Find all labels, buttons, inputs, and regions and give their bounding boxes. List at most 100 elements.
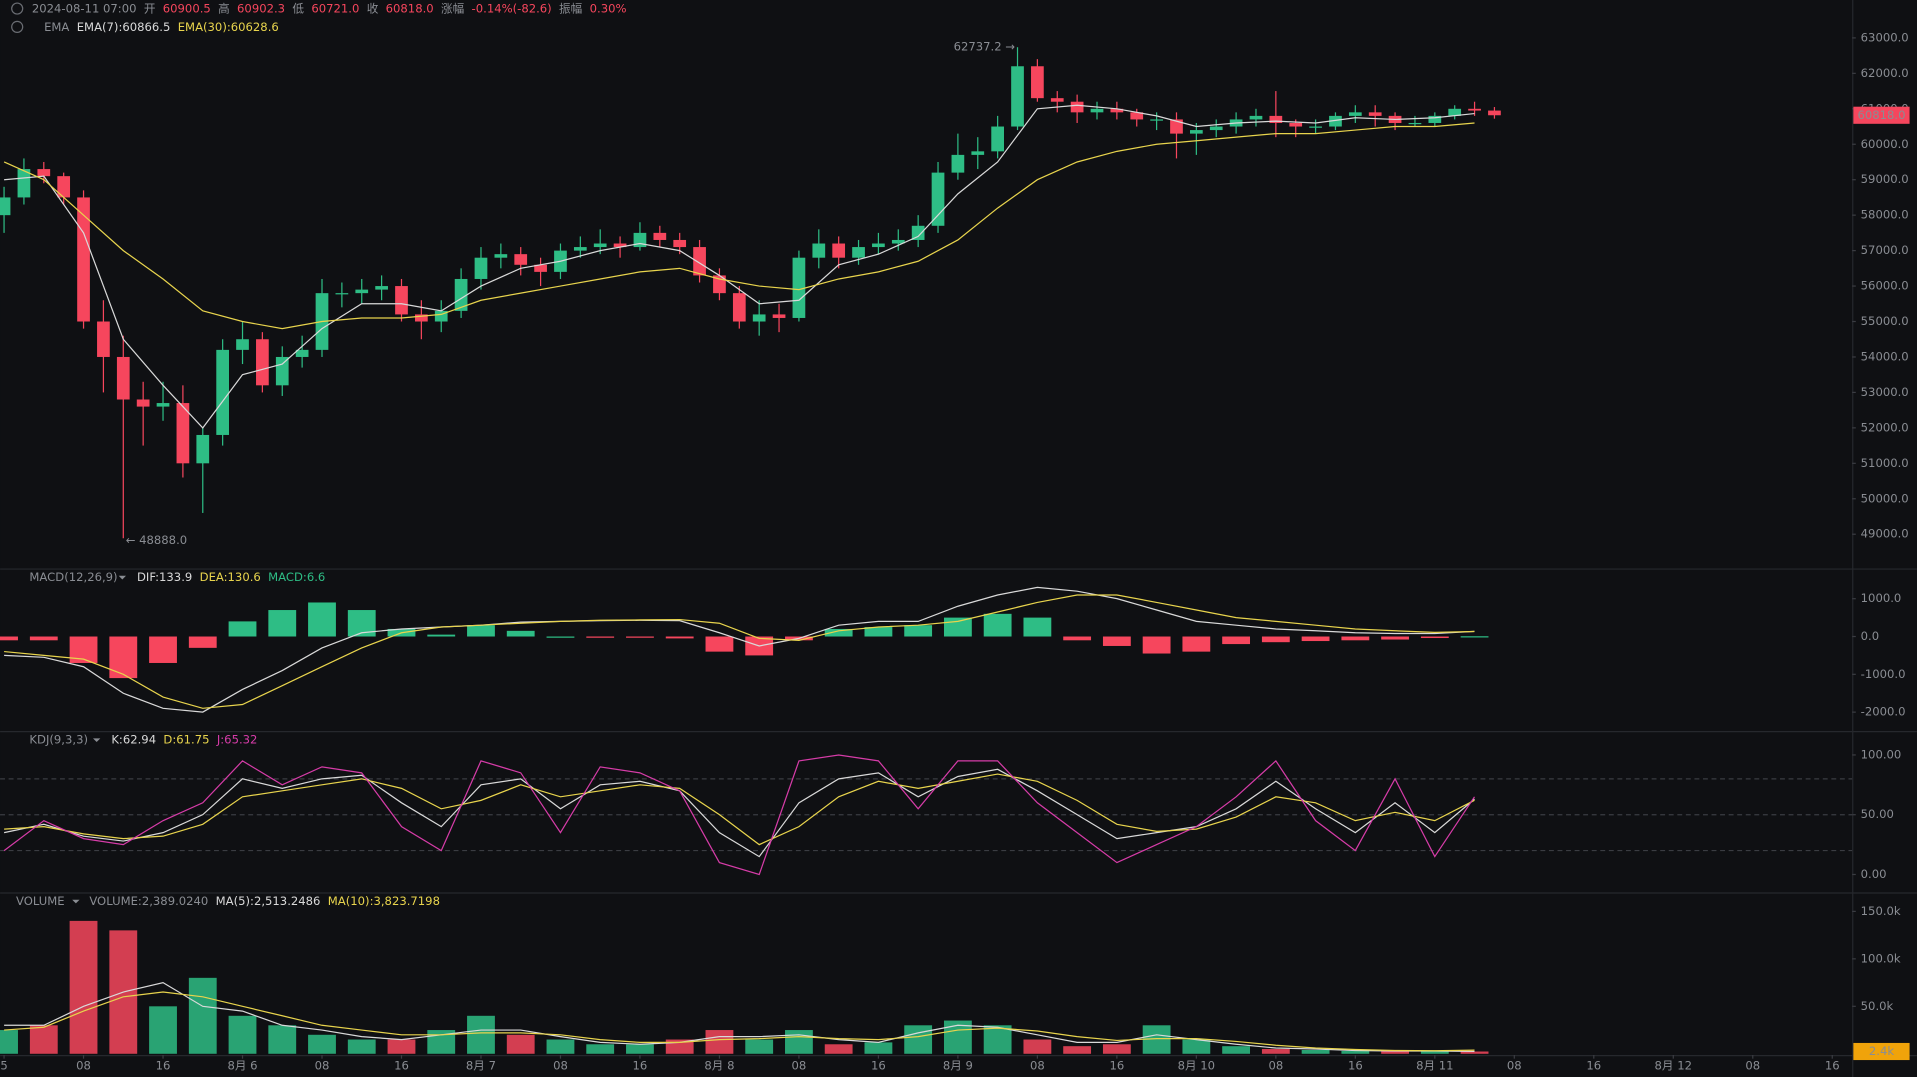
dropdown-icon[interactable] [72,899,80,904]
legend-entry: MA(10):3,823.7198 [328,893,440,907]
candle-body [116,356,130,400]
x-tick-label: 16 [633,1058,648,1072]
macd-bar [1301,636,1330,642]
y-tick-label: 49000.0 [1861,527,1909,541]
x-tick-label: 16 [394,1058,409,1072]
macd-bar [506,630,535,637]
candle-body [1428,115,1442,123]
macd-bar [188,636,217,648]
candle-body [1209,126,1223,131]
macd-bar [586,636,615,638]
legend-entry: 涨幅 [441,1,465,15]
volume-bar [228,1015,257,1054]
candle-body [1070,101,1084,113]
legend-entry: 开 [144,1,156,15]
x-tick-label: 16 [1109,1058,1124,1072]
legend-row: VOLUME [16,893,65,907]
dropdown-icon[interactable] [92,738,101,743]
candle-body [355,289,369,294]
candle-body [1269,115,1283,123]
candle-body [454,278,468,311]
candle-body [156,403,170,407]
y-tick-label: 52000.0 [1861,420,1909,434]
volume-bar [506,1034,535,1054]
legend-entry: DEA:130.6 [200,570,261,584]
macd-bar [467,625,495,637]
x-tick-label: 8月 8 [704,1058,734,1072]
candle-body [236,339,249,350]
collapse-icon[interactable] [11,20,24,34]
candle-body [573,247,587,251]
x-tick-label: 8月 11 [1416,1058,1453,1072]
x-tick-label: 8月 10 [1178,1058,1215,1072]
candle-body [534,264,547,272]
candle-body [891,239,905,244]
x-tick-label: 8月 12 [1655,1058,1692,1072]
y-tick-label: 150.0k [1861,904,1901,918]
candle-body [1050,98,1064,102]
candle-body [1348,112,1362,116]
macd-bar [546,636,575,638]
legend-row: EMA EMA(7):60866.5 EMA(30):60628.6 [44,19,279,33]
indicator-line [4,773,1475,846]
candle-body [812,243,826,258]
legend-entry: EMA(30):60628.6 [178,19,279,33]
candle-body [176,403,190,464]
macd-bar [904,625,933,637]
x-tick-label: 08 [1507,1058,1522,1072]
candle-body [772,314,786,318]
volume-bar [904,1025,933,1054]
macd-bar [1222,636,1251,645]
candle-body [335,293,349,295]
candle-body [1150,119,1163,121]
candle-body [57,176,71,198]
x-tick-label: 08 [1030,1058,1045,1072]
y-tick-label: 100.00 [1861,747,1902,761]
macd-bar [268,610,297,637]
volume-bar [467,1015,495,1054]
candle-body [872,243,885,248]
legend-row: DIF:133.9 DEA:130.6 MACD:6.6 [137,570,325,584]
candle-body [136,399,150,407]
legend-entry: EMA [44,19,69,33]
candle-body [196,434,210,464]
candle-body [911,225,925,240]
dropdown-icon[interactable] [118,575,126,580]
macd-bar [626,636,654,638]
candle-body [0,197,11,216]
y-tick-label: 0.00 [1861,867,1887,881]
candle-body [1110,108,1124,113]
legend-row: VOLUME:2,389.0240 MA(5):2,513.2486 MA(10):… [89,893,440,907]
candle-body [1289,122,1303,127]
macd-bar [1023,617,1052,637]
legend-entry: D:61.75 [163,732,209,746]
indicator-line [3,122,1475,330]
y-tick-label: 51000.0 [1861,456,1909,470]
candle-body [693,247,706,276]
macd-bar [705,636,734,652]
volume-bar [1063,1046,1092,1054]
volume-bar [1261,1049,1290,1054]
high-annotation: 62737.2 → [954,40,1016,54]
candle-body [852,247,865,258]
candle-body [931,172,945,226]
candle-body [832,243,846,258]
collapse-icon[interactable] [11,2,24,15]
candle-body [1249,115,1263,120]
legend-entry: MACD(12,26,9) [29,570,117,584]
volume-bar [149,1006,177,1054]
y-tick-label: -1000.0 [1861,667,1906,681]
y-tick-label: 58000.0 [1861,208,1909,222]
candle-body [653,232,667,240]
legend-row: MACD(12,26,9) [29,570,117,584]
candle-body [256,339,269,386]
x-tick-label: 8月 7 [466,1058,496,1072]
y-tick-label: 50.0k [1861,999,1894,1013]
candle-body [514,254,528,265]
y-tick-label: 62000.0 [1861,66,1909,80]
legend-entry: EMA(7):60866.5 [77,19,171,33]
volume-bar [1341,1050,1370,1054]
volume-bar [268,1025,297,1054]
y-tick-label: 56000.0 [1861,279,1909,293]
